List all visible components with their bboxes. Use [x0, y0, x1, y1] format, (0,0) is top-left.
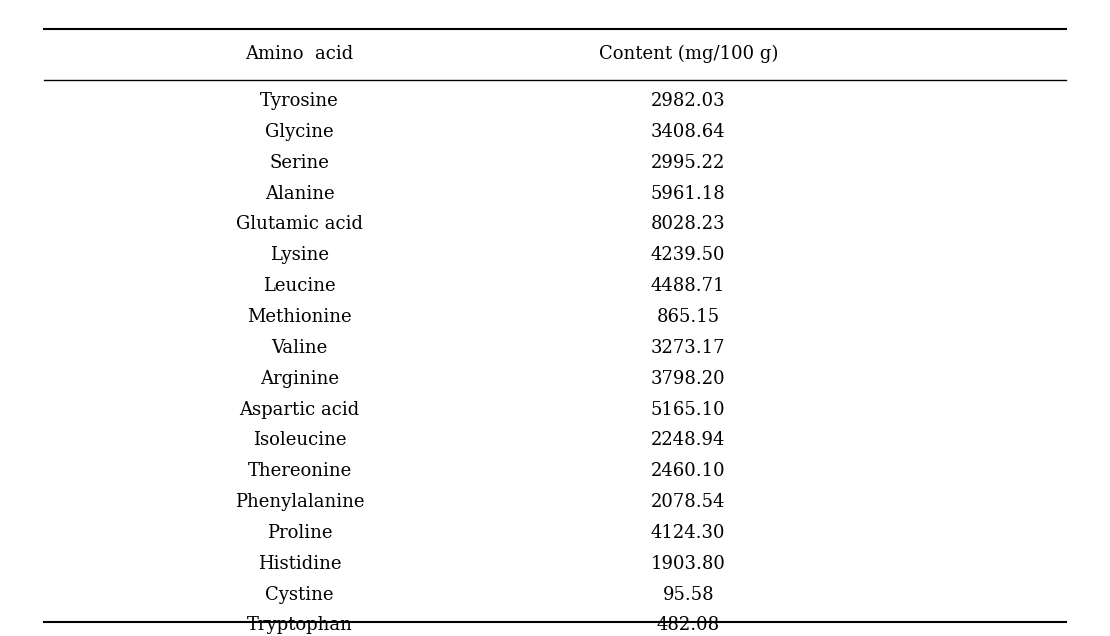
Text: Glycine: Glycine: [265, 123, 334, 141]
Text: Arginine: Arginine: [260, 370, 340, 388]
Text: Tyrosine: Tyrosine: [261, 92, 339, 110]
Text: 2460.10: 2460.10: [650, 462, 726, 480]
Text: Lysine: Lysine: [270, 246, 330, 265]
Text: Cystine: Cystine: [265, 586, 334, 604]
Text: 95.58: 95.58: [663, 586, 714, 604]
Text: Serine: Serine: [270, 154, 330, 172]
Text: 3273.17: 3273.17: [650, 339, 726, 357]
Text: Leucine: Leucine: [263, 277, 336, 295]
Text: 2982.03: 2982.03: [650, 92, 726, 110]
Text: 3408.64: 3408.64: [650, 123, 726, 141]
Text: Phenylalanine: Phenylalanine: [235, 493, 364, 511]
Text: Histidine: Histidine: [258, 555, 342, 573]
Text: 5961.18: 5961.18: [650, 184, 726, 203]
Text: 2078.54: 2078.54: [650, 493, 726, 511]
Text: 2248.94: 2248.94: [650, 431, 726, 450]
Text: 4488.71: 4488.71: [650, 277, 726, 295]
Text: Methionine: Methionine: [248, 308, 352, 326]
Text: Aspartic acid: Aspartic acid: [240, 401, 360, 418]
Text: Tryptophan: Tryptophan: [246, 616, 353, 635]
Text: Alanine: Alanine: [265, 184, 334, 203]
Text: 2995.22: 2995.22: [650, 154, 726, 172]
Text: 5165.10: 5165.10: [650, 401, 726, 418]
Text: Glutamic acid: Glutamic acid: [236, 216, 363, 233]
Text: Valine: Valine: [272, 339, 327, 357]
Text: 3798.20: 3798.20: [650, 370, 726, 388]
Text: 1903.80: 1903.80: [650, 555, 726, 573]
Text: 865.15: 865.15: [657, 308, 719, 326]
Text: 482.08: 482.08: [657, 616, 719, 635]
Text: Proline: Proline: [266, 524, 333, 542]
Text: Thereonine: Thereonine: [248, 462, 352, 480]
Text: Content (mg/100 g): Content (mg/100 g): [598, 45, 778, 63]
Text: 4239.50: 4239.50: [650, 246, 726, 265]
Text: Isoleucine: Isoleucine: [253, 431, 346, 450]
Text: 8028.23: 8028.23: [650, 216, 726, 233]
Text: Amino  acid: Amino acid: [245, 45, 354, 63]
Text: 4124.30: 4124.30: [650, 524, 726, 542]
